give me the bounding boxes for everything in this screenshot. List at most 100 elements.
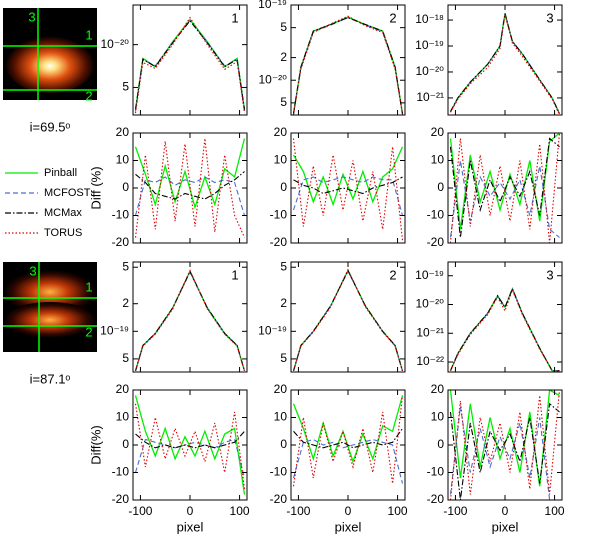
series-line [134,19,246,112]
y-tick-label: -10 [112,208,130,222]
series-line [135,171,245,200]
panel-label: 1 [231,267,238,282]
x-axis-label: pixel [177,519,204,534]
y-tick-label: 0 [280,437,287,451]
y-tick-label: 10⁻¹⁹ [100,323,129,337]
y-tick-label: 20 [116,125,130,139]
series-line [292,16,404,114]
y-tick-label: 10 [116,153,130,167]
x-tick-label: -100 [128,504,152,518]
plot-frame [447,389,563,501]
image-glow [4,270,96,314]
plot [449,133,561,243]
x-tick-label: 100 [388,504,408,518]
plot [449,287,560,372]
plot-frame [290,389,406,501]
series-line [134,19,246,110]
y-tick-label: 5 [280,351,287,365]
y-tick-label: 10⁻²¹ [416,325,444,339]
panel-label: 3 [546,267,553,282]
y-tick-label: 2 [122,296,129,310]
y-tick-label: 10 [116,410,130,424]
y-tick-label: 0 [122,180,129,194]
plot-frame [132,261,248,373]
series-line [292,395,404,487]
plot [292,138,404,241]
image-panel: 3 1 2 [3,262,97,352]
series-line [134,395,246,495]
plot [292,268,404,372]
y-tick-label: 10⁻²⁰ [101,37,130,51]
y-tick-label: 5 [280,259,287,273]
plot [134,16,246,114]
plot-frame [447,261,563,373]
y-tick-label: 2 [280,50,287,64]
y-tick-label: 10 [274,153,288,167]
series-line [134,138,246,210]
plot [134,395,246,495]
series-line [293,428,403,449]
y-tick-label: 0 [437,180,444,194]
plot-frame [290,132,406,244]
series-line [134,403,246,490]
series-line [134,269,246,372]
series-line [292,146,404,207]
series-line [292,270,404,372]
plot [134,138,246,238]
y-tick-label: 20 [274,125,288,139]
y-tick-label: 20 [431,382,445,396]
y-tick-label: 2 [280,296,287,310]
y-tick-label: 10 [431,153,445,167]
series-line [292,268,404,372]
y-tick-label: 5 [280,95,287,109]
x-tick-label: 0 [345,504,352,518]
series-line [449,287,560,372]
y-tick-label: 10⁻¹⁹ [415,268,444,282]
series-line [292,17,404,115]
series-line [450,288,560,372]
panel-label: 2 [389,267,396,282]
series-line [134,16,246,114]
series-line [292,176,404,216]
y-tick-label: 10⁻¹⁹ [258,323,287,337]
plot-frame [132,132,248,244]
series-line [449,133,560,230]
x-tick-label: 100 [230,504,250,518]
series-line [449,390,561,500]
y-tick-label: -20 [112,492,130,506]
plot-frame [447,132,563,244]
y-tick-label: -10 [427,465,445,479]
series-line [449,402,560,500]
y-axis-label: Diff (%) [88,166,103,209]
y-tick-label: 20 [116,382,130,396]
slice-label: 2 [85,88,92,103]
y-tick-label: -20 [270,235,288,249]
y-axis-label: Diff(%) [88,425,103,464]
panel-label: 2 [389,10,396,25]
y-tick-label: 5 [122,259,129,273]
y-tick-label: 10⁻¹⁹ [258,0,287,11]
x-axis-label: pixel [335,519,362,534]
plot [449,13,561,115]
panel-label: 1 [231,10,238,25]
series-line [293,176,403,195]
plot [134,269,246,372]
x-tick-label: 0 [187,504,194,518]
y-tick-label: -20 [427,492,445,506]
series-line [292,15,404,115]
series-line [449,287,560,372]
series-line [134,269,246,372]
y-tick-label: -20 [112,235,130,249]
legend-label: MCFOST [44,187,91,199]
x-tick-label: -100 [443,504,467,518]
y-tick-label: -20 [270,492,288,506]
image-glow [5,33,95,93]
y-tick-label: -10 [427,208,445,222]
plot-frame [447,4,563,116]
series-line [449,137,560,238]
y-tick-label: 5 [122,80,129,94]
legend-label: TORUS [44,227,82,239]
y-tick-label: 0 [280,180,287,194]
series-line [450,13,560,115]
series-line [449,287,560,372]
